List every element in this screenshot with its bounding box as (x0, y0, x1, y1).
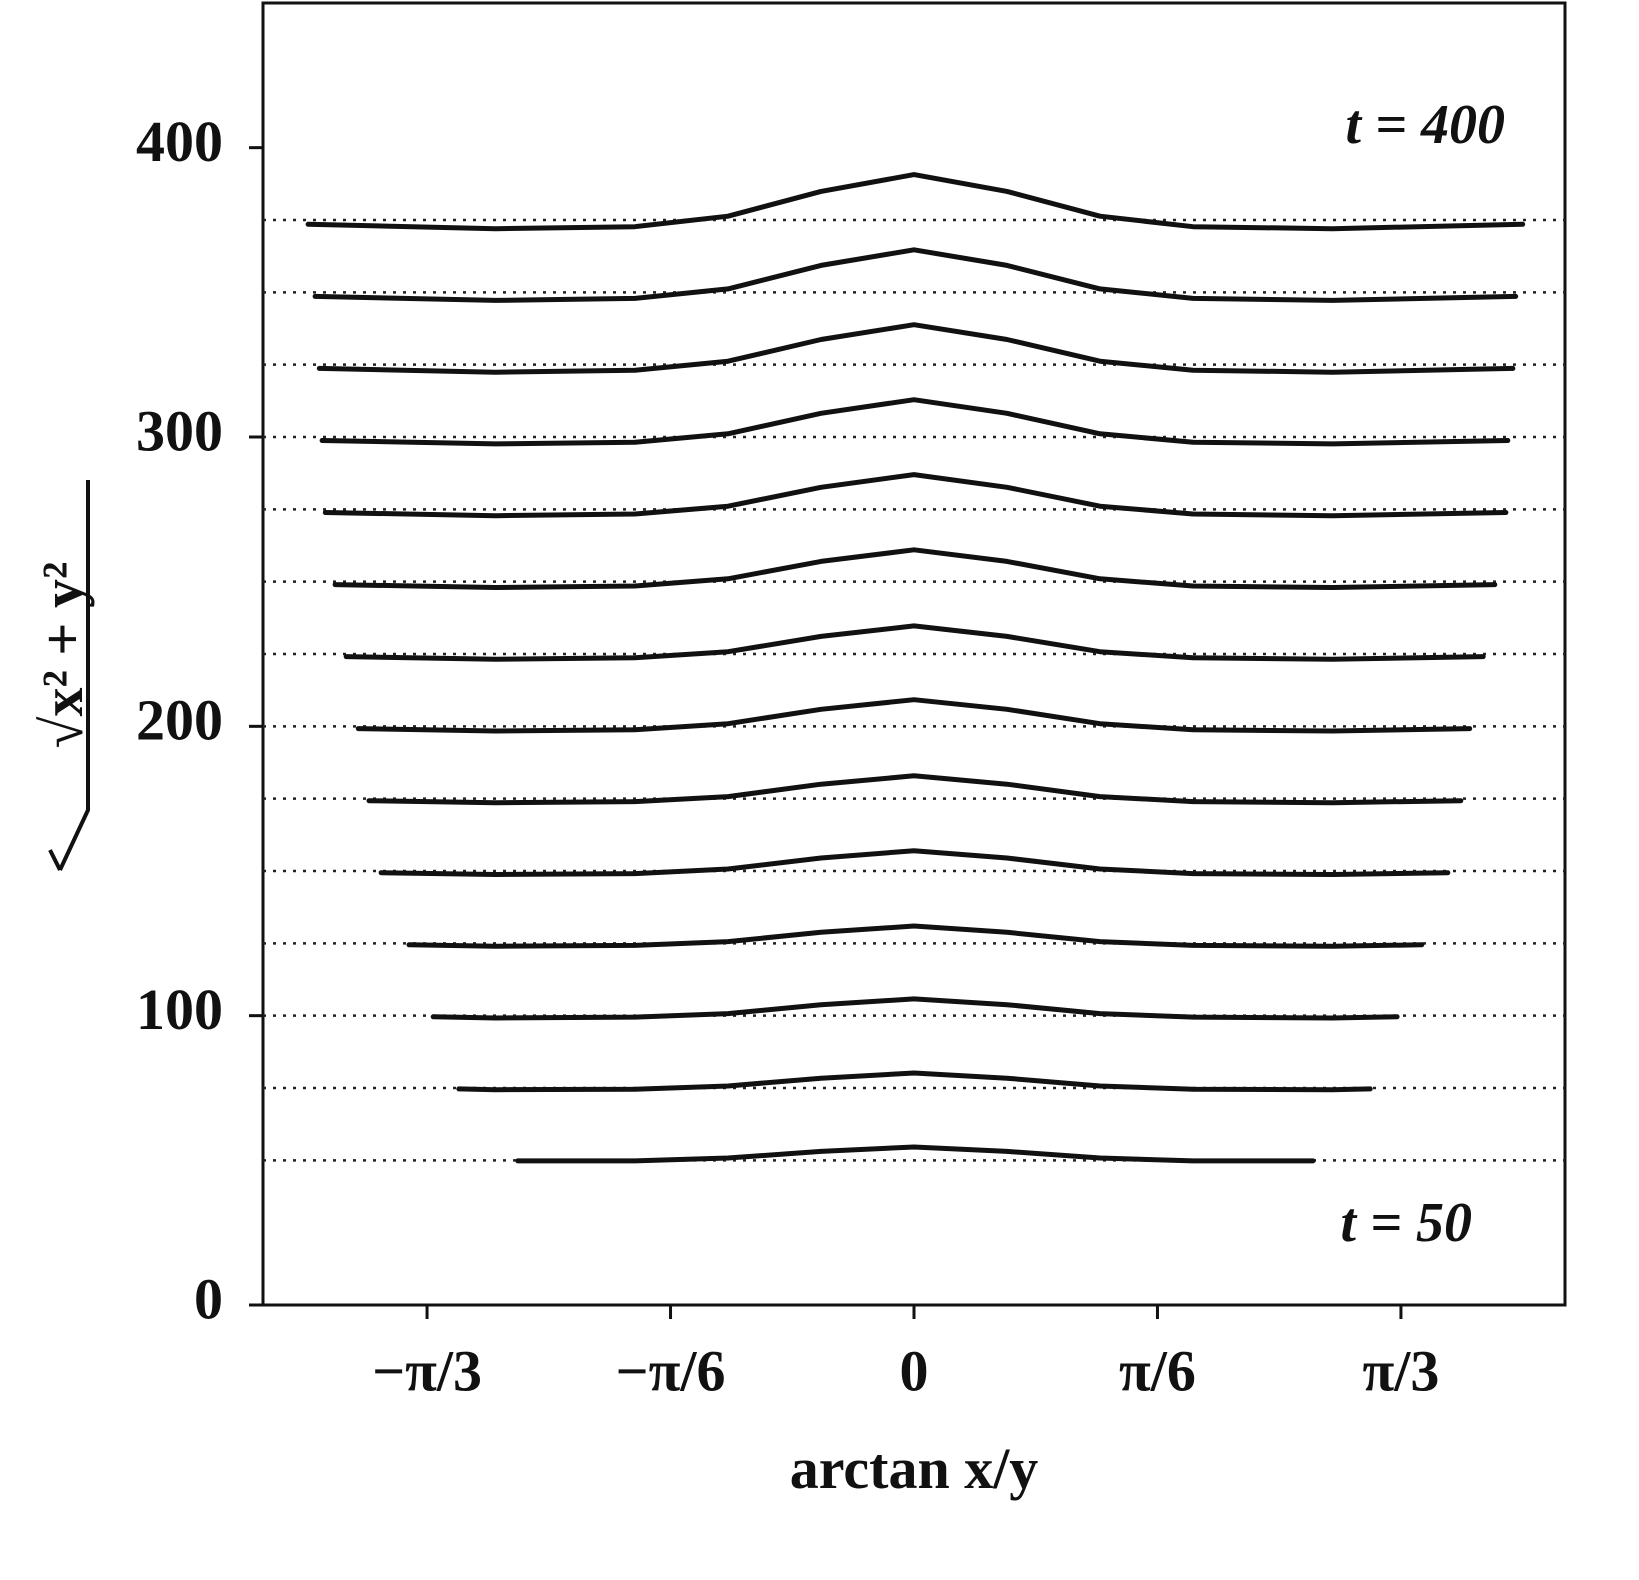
curve (430, 996, 1400, 1021)
y-tick-label: 0 (194, 1266, 223, 1331)
y-tick-label: 200 (136, 688, 223, 753)
curve (515, 1144, 1316, 1164)
x-tick-label: 0 (900, 1338, 929, 1403)
curve (406, 923, 1425, 949)
x-tick-label: −π/3 (372, 1338, 482, 1403)
curve (319, 397, 1511, 447)
curve (312, 247, 1519, 303)
x-axis-label: arctan x/y (790, 1436, 1039, 1501)
y-tick-label: 400 (136, 109, 223, 174)
y-tick-label: 300 (136, 398, 223, 463)
curve (305, 172, 1526, 232)
y-axis-label: √x² + y² (30, 562, 95, 749)
curve (316, 322, 1516, 375)
annotation: t = 50 (1341, 1192, 1472, 1254)
curve (366, 773, 1464, 806)
x-tick-label: π/6 (1119, 1338, 1196, 1403)
radical-sign (48, 480, 90, 871)
curve (343, 623, 1486, 662)
curve (456, 1070, 1373, 1093)
curve (332, 547, 1498, 590)
curve (322, 472, 1509, 519)
y-tick-label: 100 (136, 977, 223, 1042)
annotation: t = 400 (1346, 94, 1505, 156)
x-tick-label: π/3 (1363, 1338, 1440, 1403)
curve (355, 697, 1473, 734)
curve (378, 848, 1451, 877)
x-tick-label: −π/6 (616, 1338, 726, 1403)
